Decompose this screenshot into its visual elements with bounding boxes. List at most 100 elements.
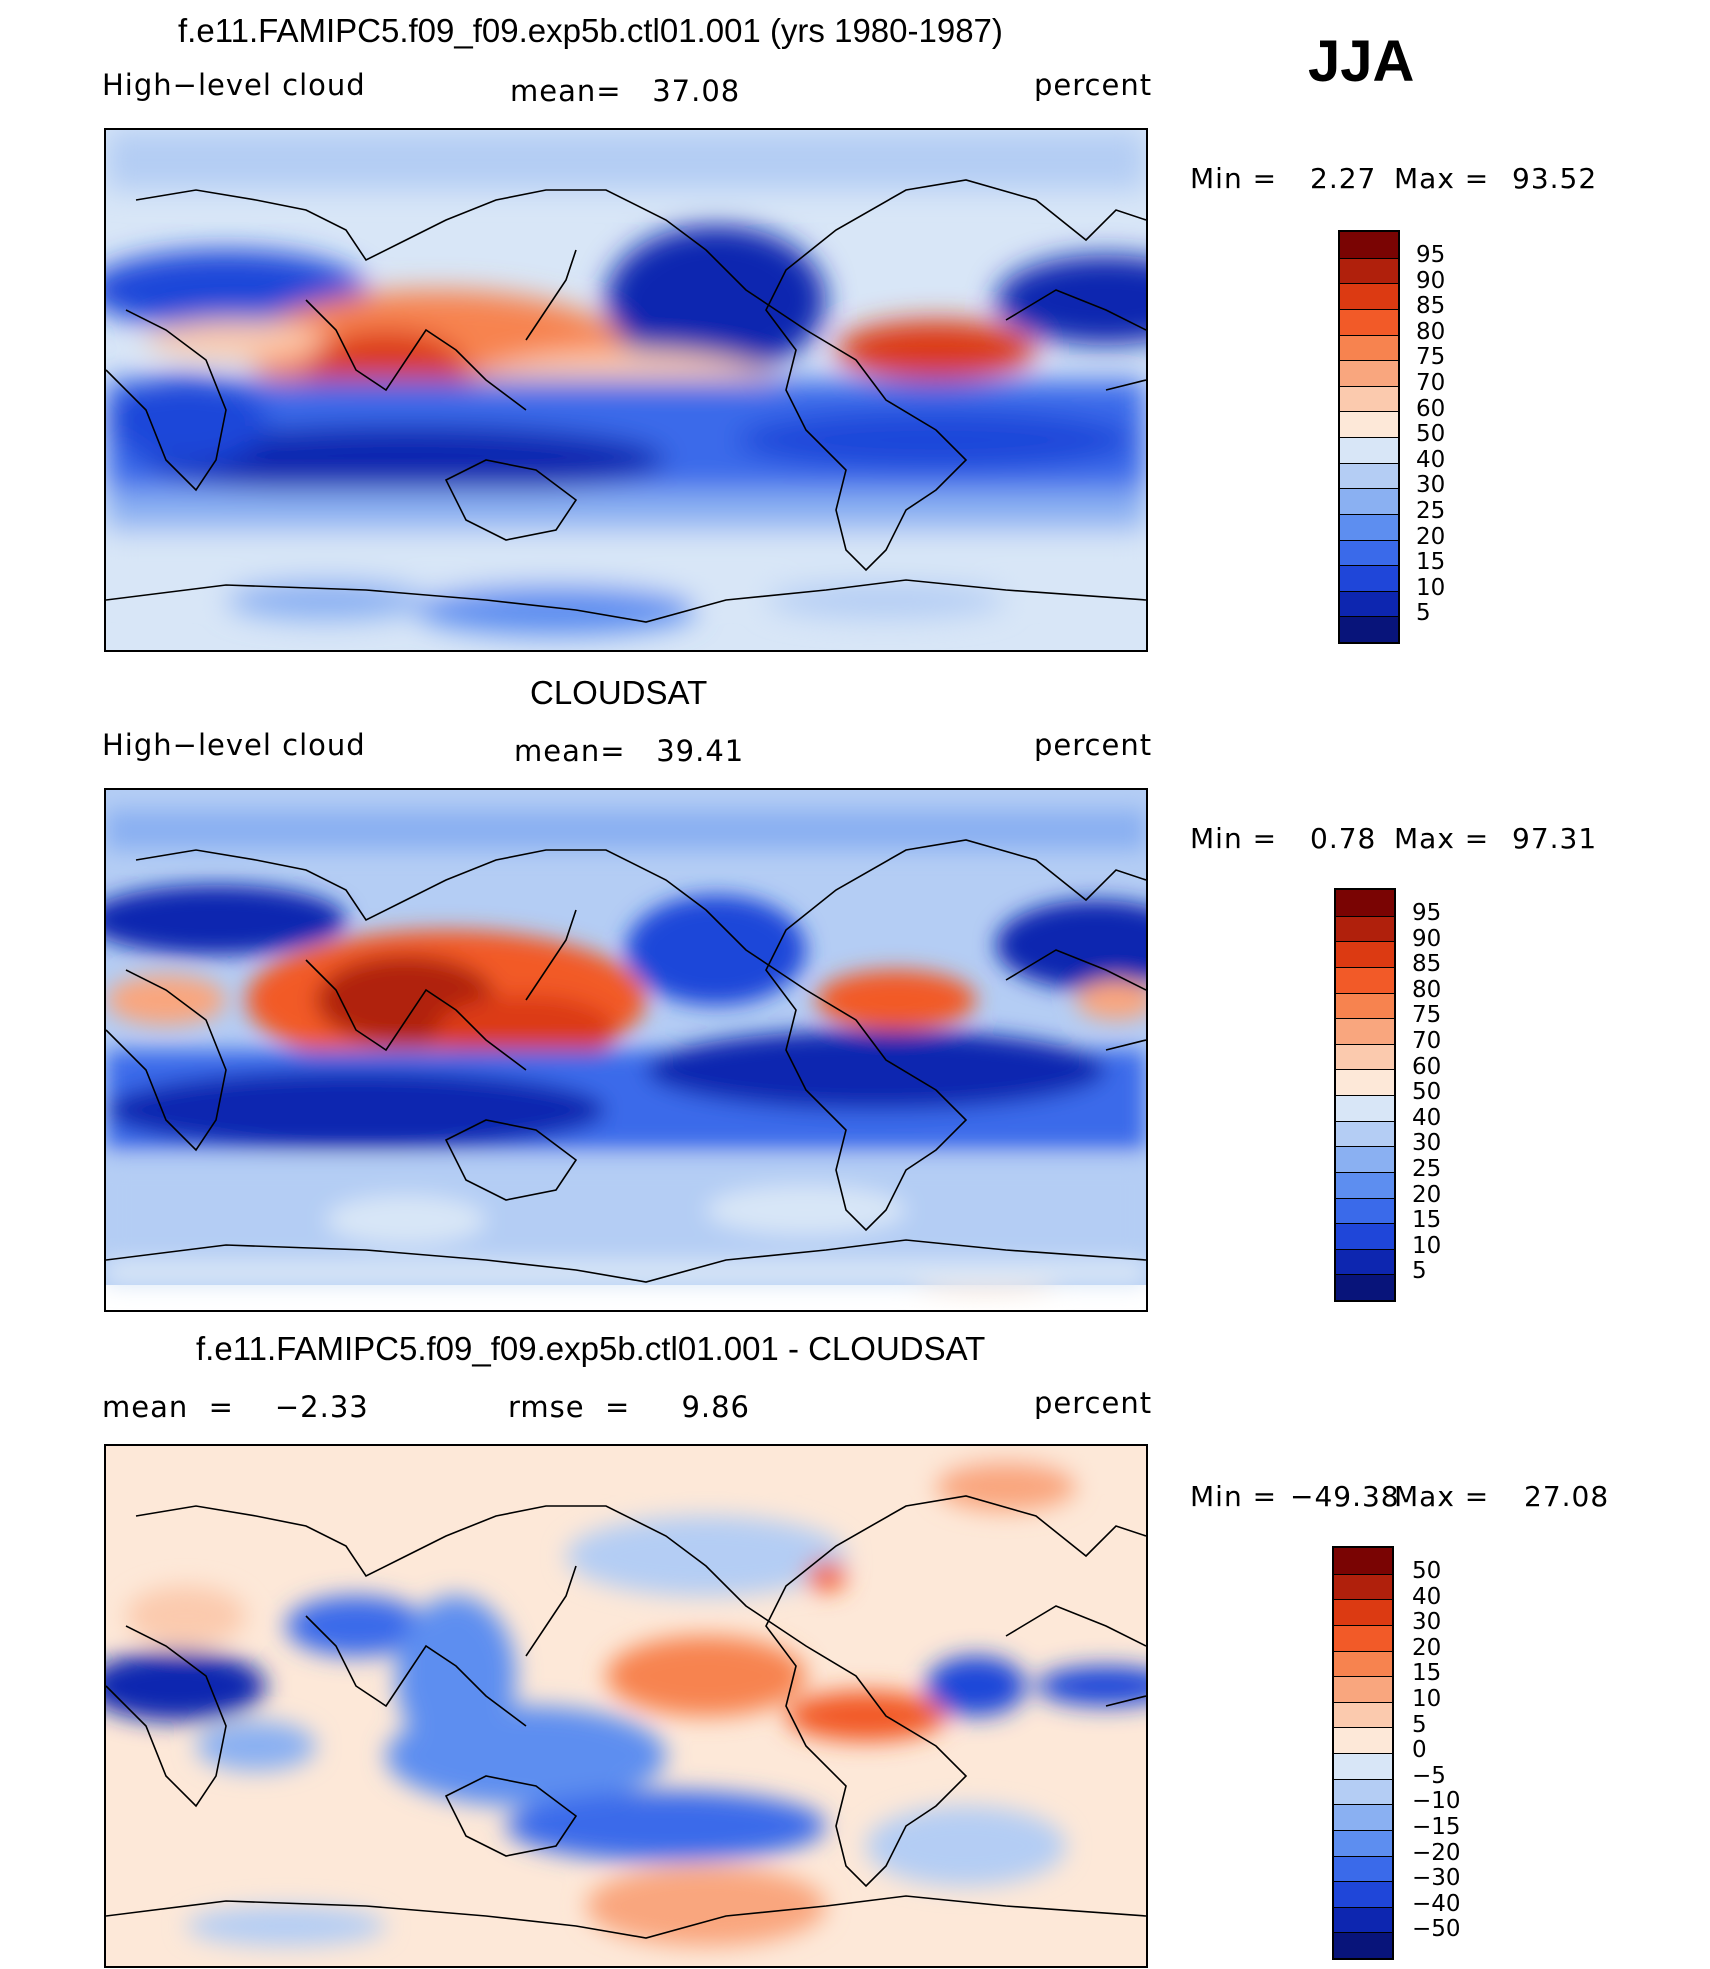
panel1-colorbar-swatch (1340, 334, 1398, 361)
panel3-colorbar-swatch (1334, 1650, 1392, 1677)
panel3-colorbar-tick: −20 (1412, 1839, 1461, 1866)
panel2-colorbar-swatch (1336, 915, 1394, 942)
panel2-colorbar-tick: 75 (1412, 1002, 1442, 1029)
panel2-colorbar-swatch (1336, 1146, 1394, 1172)
panel3-title: f.e11.FAMIPC5.f09_f09.exp5b.ctl01.001 - … (196, 1330, 986, 1367)
panel3-colorbar-tick: −50 (1412, 1916, 1461, 1943)
panel1-colorbar-tick: 60 (1416, 395, 1446, 422)
panel3-colorbar-swatch (1334, 1624, 1392, 1651)
panel2-colorbar-swatch (1336, 992, 1394, 1019)
panel2-colorbar-tick: 25 (1412, 1155, 1442, 1182)
panel3-colorbar-ticks: 50 40 30 20 15 10 5 0 −5 −10 −15 −20 −30 −40 −50 (1412, 1558, 1461, 1943)
panel2-colorbar-swatch (1336, 1197, 1394, 1224)
panel3-colorbar (1332, 1546, 1394, 1960)
panel1-colorbar-tick: 10 (1416, 574, 1446, 601)
panel3-colorbar-swatch (1334, 1881, 1392, 1907)
panel3-colorbar-swatch (1334, 1676, 1392, 1702)
panel1-colorbar-tick: 25 (1416, 497, 1446, 524)
panel3-colorbar-tick: 10 (1412, 1685, 1442, 1712)
panel3-colorbar-tick: 5 (1412, 1711, 1427, 1738)
panel3-colorbar-swatch (1334, 1932, 1392, 1958)
panel2-colorbar-swatch (1336, 1248, 1394, 1275)
panel1-colorbar-swatch (1340, 360, 1398, 386)
panel2-colorbar-tick: 20 (1412, 1181, 1442, 1208)
panel1-colorbar-tick: 30 (1416, 472, 1446, 499)
panel1-variable-label: High−level cloud (102, 68, 366, 102)
panel3-colorbar-swatch (1334, 1778, 1392, 1805)
panel2-min-label: Min = (1190, 822, 1278, 855)
panel2-variable-label: High−level cloud (102, 728, 366, 762)
panel2-colorbar-tick: 10 (1412, 1232, 1442, 1259)
panel2-colorbar-tick: 40 (1412, 1104, 1442, 1131)
panel3-colorbar-swatch (1334, 1727, 1392, 1753)
panel3-colorbar-tick: 15 (1412, 1660, 1442, 1687)
panel2-colorbar-tick: 90 (1412, 925, 1442, 952)
panel2-colorbar-swatch (1336, 1095, 1394, 1121)
panel3-colorbar-swatch (1334, 1548, 1392, 1574)
panel2-colorbar-tick: 5 (1412, 1258, 1427, 1285)
panel2-min-value: 0.78 (1310, 822, 1377, 855)
panel3-colorbar-tick: 30 (1412, 1609, 1442, 1636)
panel3-max-label: Max = (1394, 1480, 1490, 1513)
season-label: JJA (1308, 29, 1415, 94)
panel3-map (104, 1444, 1148, 1968)
panel2-colorbar-tick: 80 (1412, 976, 1442, 1003)
panel3-min-label: Min = (1190, 1480, 1278, 1513)
panel1-colorbar-swatch (1340, 462, 1398, 489)
panel3-colorbar-tick: 20 (1412, 1634, 1442, 1661)
panel2-colorbar-tick: 85 (1412, 951, 1442, 978)
panel2-colorbar-swatch (1336, 1274, 1394, 1300)
panel2-colorbar-swatch (1336, 890, 1394, 916)
panel1-colorbar-tick: 70 (1416, 369, 1446, 396)
panel2-max-value: 97.31 (1512, 822, 1598, 855)
panel2-colorbar-ticks: 95 90 85 80 75 70 60 50 40 30 25 20 15 10 5 (1412, 900, 1442, 1285)
panel1-map (104, 128, 1148, 652)
panel3-colorbar-tick: 0 (1412, 1737, 1427, 1764)
panel3-colorbar-tick: −10 (1412, 1788, 1461, 1815)
panel1-max-label: Max = (1394, 162, 1490, 195)
panel2-mean-label: mean= 39.41 (514, 734, 745, 768)
panel2-map-svg (106, 790, 1146, 1310)
panel2-coastlines (106, 839, 1146, 1283)
panel1-map-svg (106, 130, 1146, 650)
panel2-colorbar-swatch (1336, 1043, 1394, 1070)
panel3-units-label: percent (1034, 1386, 1153, 1420)
panel1-colorbar-swatch (1340, 308, 1398, 335)
panel2-colorbar-swatch (1336, 1018, 1394, 1044)
panel1-colorbar-tick: 20 (1416, 523, 1446, 550)
panel1-mean-label: mean= 37.08 (510, 74, 741, 108)
panel1-colorbar-swatch (1340, 616, 1398, 642)
panel2-colorbar-tick: 70 (1412, 1027, 1442, 1054)
panel1-colorbar-swatch (1340, 513, 1398, 540)
panel2-colorbar-tick: 15 (1412, 1207, 1442, 1234)
panel3-colorbar-tick: 40 (1412, 1583, 1442, 1610)
panel3-colorbar-swatch (1334, 1829, 1392, 1856)
panel2-colorbar (1334, 888, 1396, 1302)
panel3-mean-label: mean = −2.33 (102, 1390, 369, 1424)
panel1-colorbar-swatch (1340, 565, 1398, 591)
panel1-title: f.e11.FAMIPC5.f09_f09.exp5b.ctl01.001 (y… (178, 12, 1003, 49)
panel3-coastlines (106, 1495, 1146, 1939)
panel3-map-svg (106, 1446, 1146, 1966)
panel1-colorbar-swatch (1340, 232, 1398, 258)
panel2-colorbar-tick: 60 (1412, 1053, 1442, 1080)
panel2-colorbar-swatch (1336, 941, 1394, 967)
panel2-colorbar-swatch (1336, 966, 1394, 993)
panel1-colorbar-tick: 85 (1416, 293, 1446, 320)
panel1-colorbar-tick: 15 (1416, 549, 1446, 576)
panel3-colorbar-swatch (1334, 1753, 1392, 1779)
panel2-max-label: Max = (1394, 822, 1490, 855)
panel1-colorbar-ticks: 95 90 85 80 75 70 60 50 40 30 25 20 15 10 5 (1416, 242, 1446, 627)
panel3-colorbar-tick: −40 (1412, 1890, 1461, 1917)
panel3-colorbar-tick: −5 (1412, 1762, 1446, 1789)
panel3-rmse-label: rmse = 9.86 (508, 1390, 751, 1424)
panel3-colorbar-tick: −30 (1412, 1865, 1461, 1892)
panel1-colorbar-tick: 50 (1416, 421, 1446, 448)
panel1-colorbar (1338, 230, 1400, 644)
panel1-units-label: percent (1034, 68, 1153, 102)
panel1-colorbar-tick: 95 (1416, 242, 1446, 268)
panel3-colorbar-tick: 50 (1412, 1558, 1442, 1584)
panel2-colorbar-swatch (1336, 1171, 1394, 1198)
panel1-coastlines (106, 179, 1146, 623)
panel1-colorbar-tick: 90 (1416, 267, 1446, 294)
